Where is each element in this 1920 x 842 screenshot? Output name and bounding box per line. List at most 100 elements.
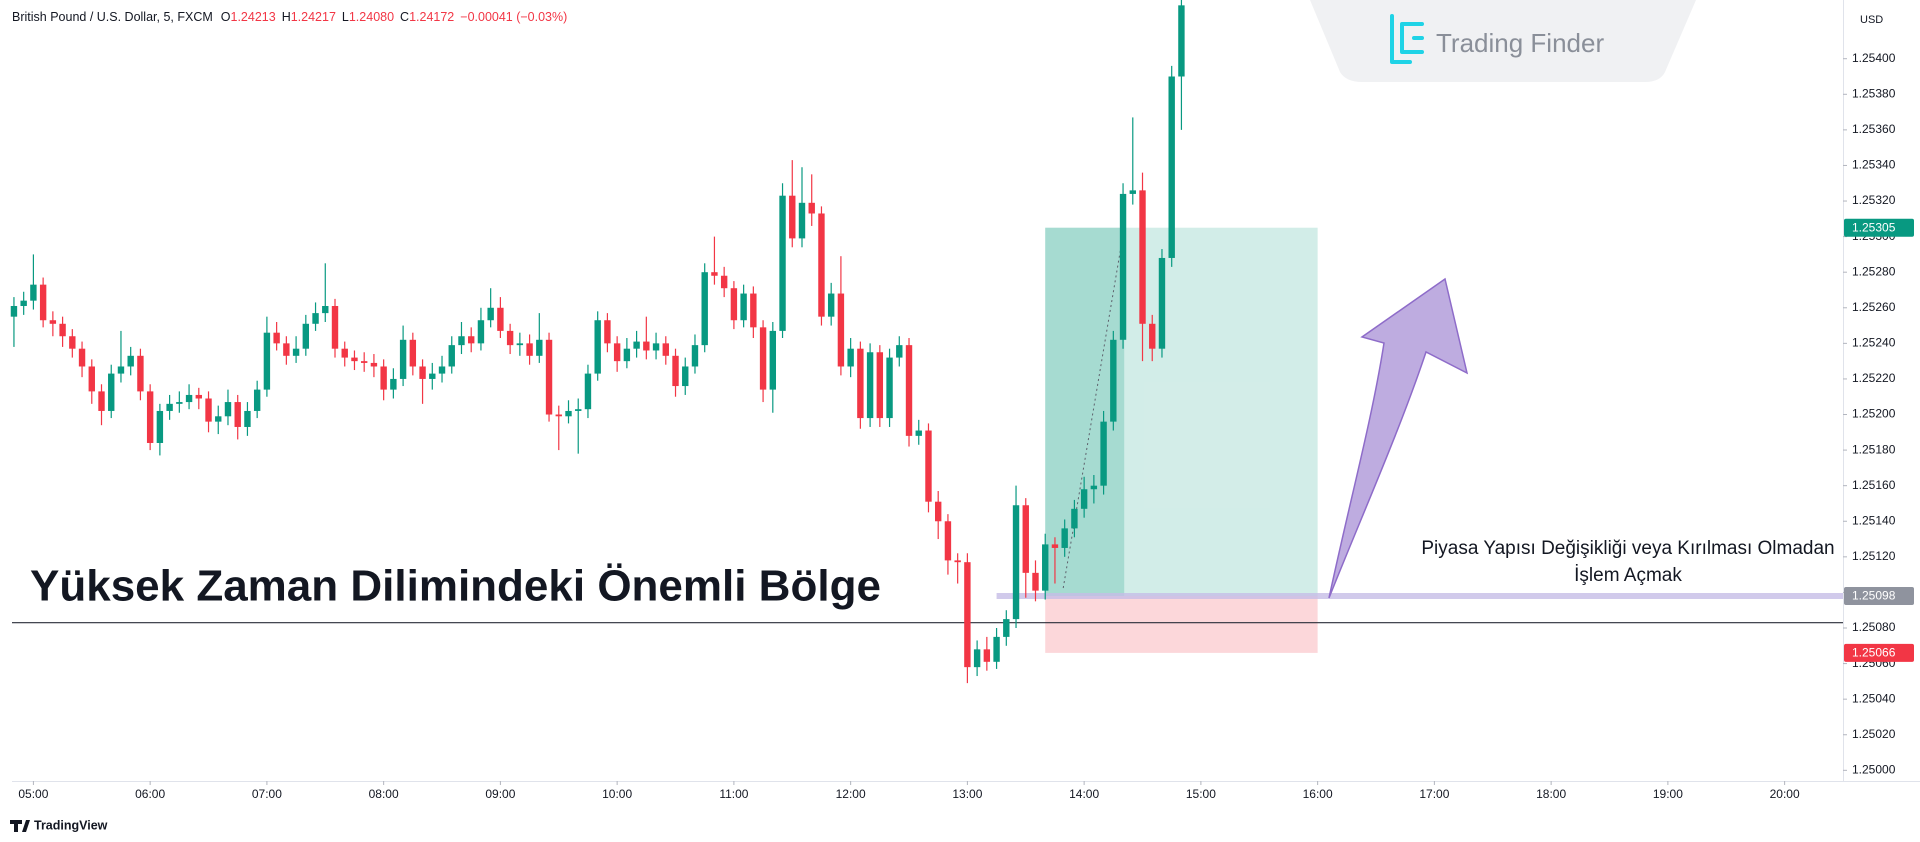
candle-body (59, 323, 66, 337)
ohlc-value: 1.24213 (231, 10, 276, 24)
brand: TradingView (34, 818, 108, 832)
lines (12, 592, 1843, 624)
candle-body (477, 320, 485, 344)
candle-body (195, 394, 202, 399)
candle-body (808, 202, 815, 214)
y-tick-label: 1.25320 (1852, 193, 1896, 207)
candle-body (39, 284, 47, 321)
zones (1045, 227, 1318, 653)
candle-body (1119, 193, 1127, 340)
symbol-header: British Pound / U.S. Dollar, 5, FXCM O1.2… (12, 10, 567, 24)
x-tick-label: 14:00 (1069, 787, 1099, 801)
y-tick-label: 1.25280 (1852, 264, 1896, 278)
candle-body (1061, 528, 1068, 548)
candle-body (623, 348, 631, 362)
zone-title: Yüksek Zaman Dilimindeki Önemli Bölge (30, 562, 881, 611)
candle-body (360, 361, 368, 363)
candle-body (117, 366, 125, 374)
candle-body (1158, 257, 1166, 349)
candle-body (613, 343, 621, 362)
candle-body (176, 402, 183, 404)
candle-body (954, 560, 961, 563)
x-tick-label: 08:00 (369, 787, 399, 801)
candle-body (137, 355, 144, 392)
candle-body (973, 649, 981, 668)
x-tick-label: 13:00 (952, 787, 982, 801)
candle-body (419, 366, 426, 379)
candle-body (409, 339, 417, 367)
candle-body (156, 410, 164, 443)
candle-body (322, 305, 329, 314)
candle-body (1139, 190, 1146, 324)
ohlc-key: L (342, 10, 349, 24)
y-tick-label: 1.25160 (1852, 478, 1896, 492)
candle-body (283, 343, 290, 356)
candle-body (983, 649, 991, 662)
candle-body (818, 213, 825, 317)
candle-body (78, 348, 86, 367)
x-tick-label: 09:00 (485, 787, 515, 801)
x-tick-label: 17:00 (1419, 787, 1449, 801)
candle-body (701, 272, 708, 346)
candle-body (594, 320, 601, 374)
candle-body (351, 357, 358, 362)
y-tick-label: 1.25340 (1852, 158, 1896, 172)
price-tag-label: 1.25098 (1852, 589, 1896, 603)
candle-body (292, 348, 300, 356)
x-tick-label: 10:00 (602, 787, 632, 801)
candle-body (98, 391, 105, 411)
candle-body (1129, 190, 1136, 194)
candle-body (1071, 508, 1078, 529)
candle-body (244, 410, 251, 427)
candle-body (652, 343, 660, 351)
candle-body (565, 410, 572, 417)
x-tick-label: 06:00 (135, 787, 165, 801)
candle-body (769, 330, 777, 390)
y-tick-label: 1.25260 (1852, 300, 1896, 314)
candle-body (205, 398, 212, 422)
candle-body (341, 348, 348, 358)
candle-body (876, 352, 884, 419)
candle-body (273, 332, 280, 344)
brand-logo (10, 820, 30, 832)
ohlc-value: 1.24217 (291, 10, 336, 24)
y-tick-label: 1.25180 (1852, 442, 1896, 456)
x-tick-label: 18:00 (1536, 787, 1566, 801)
candle-body (866, 352, 874, 419)
candle-body (1032, 572, 1039, 591)
candle-body (993, 636, 1000, 662)
candle-body (215, 416, 222, 422)
candle-body (662, 343, 669, 356)
ohlc-value: 1.24172 (409, 10, 454, 24)
candle-body (390, 378, 397, 390)
symbol: British Pound / U.S. Dollar, 5, FXCM (12, 10, 213, 24)
candle-body (827, 293, 835, 317)
change: −0.00041 (−0.03%) (460, 10, 567, 24)
candle-body (711, 272, 718, 276)
candle-body (10, 305, 18, 317)
candle-body (886, 357, 893, 419)
candle-body (487, 307, 494, 321)
candle-body (1100, 421, 1107, 486)
candle-body (944, 521, 952, 561)
candle-body (935, 501, 942, 522)
price-tag (1844, 218, 1914, 237)
candle-body (468, 336, 475, 344)
candle-body (779, 195, 786, 331)
candle-body (789, 195, 796, 239)
price-tag-label: 1.25066 (1852, 646, 1896, 660)
annotation-line: Piyasa Yapısı Değişikliği veya Kırılması… (1421, 538, 1834, 559)
y-tick-label: 1.25380 (1852, 86, 1896, 100)
candle-body (1080, 489, 1088, 509)
candle-body (438, 366, 446, 374)
x-tick-label: 07:00 (252, 787, 282, 801)
candle-body (497, 307, 504, 331)
annotation-line: İşlem Açmak (1574, 565, 1682, 586)
candle-body (633, 341, 640, 349)
x-tick-label: 20:00 (1770, 787, 1800, 801)
candle-body (312, 313, 319, 324)
candles (10, 0, 1185, 684)
stop-zone (1045, 595, 1318, 653)
